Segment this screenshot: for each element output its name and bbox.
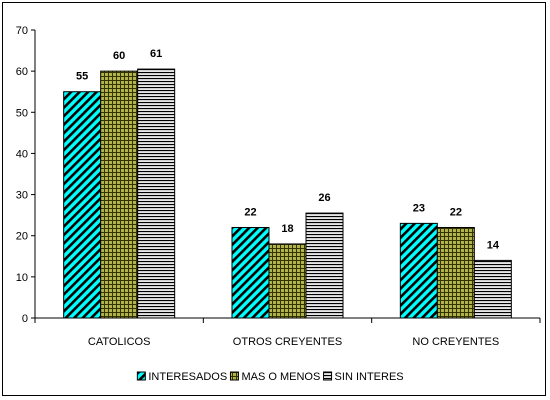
y-tick-label: 70 bbox=[16, 25, 28, 37]
y-tick-label: 0 bbox=[22, 313, 28, 325]
bar bbox=[231, 226, 270, 319]
legend: INTERESADOS MAS O MENOS SIN INTERES bbox=[136, 371, 404, 383]
data-label: 18 bbox=[281, 223, 293, 235]
legend-swatch bbox=[323, 371, 333, 381]
bar bbox=[473, 259, 512, 319]
legend-label: SIN INTERES bbox=[335, 371, 404, 383]
bar bbox=[137, 68, 176, 319]
category-label: NO CREYENTES bbox=[412, 336, 499, 348]
data-label: 60 bbox=[113, 50, 125, 62]
bars bbox=[63, 68, 512, 319]
y-tick-label: 10 bbox=[16, 272, 28, 284]
bar bbox=[100, 70, 139, 319]
category-label: OTROS CREYENTES bbox=[233, 336, 342, 348]
data-label: 23 bbox=[413, 202, 425, 214]
legend-label: INTERESADOS bbox=[148, 371, 227, 383]
bar bbox=[436, 226, 475, 319]
category-label: CATOLICOS bbox=[88, 336, 151, 348]
bar bbox=[63, 91, 102, 319]
y-tick-label: 60 bbox=[16, 66, 28, 78]
y-tick-label: 40 bbox=[16, 148, 28, 160]
data-label: 14 bbox=[487, 239, 500, 251]
data-label: 22 bbox=[244, 206, 256, 218]
legend-swatch bbox=[136, 371, 146, 381]
bar bbox=[268, 243, 307, 319]
data-label: 26 bbox=[318, 192, 330, 204]
bar bbox=[399, 222, 438, 319]
legend-label: MAS O MENOS bbox=[241, 371, 320, 383]
y-tick-label: 50 bbox=[16, 107, 28, 119]
bar bbox=[305, 212, 344, 319]
y-tick-label: 20 bbox=[16, 231, 28, 243]
data-labels: 55 22 23 60 18 22 61 26 14 bbox=[76, 48, 500, 251]
legend-swatch bbox=[229, 371, 239, 381]
data-label: 55 bbox=[76, 71, 88, 83]
data-label: 61 bbox=[150, 48, 162, 60]
y-tick-label: 30 bbox=[16, 190, 28, 202]
data-label: 22 bbox=[450, 206, 462, 218]
